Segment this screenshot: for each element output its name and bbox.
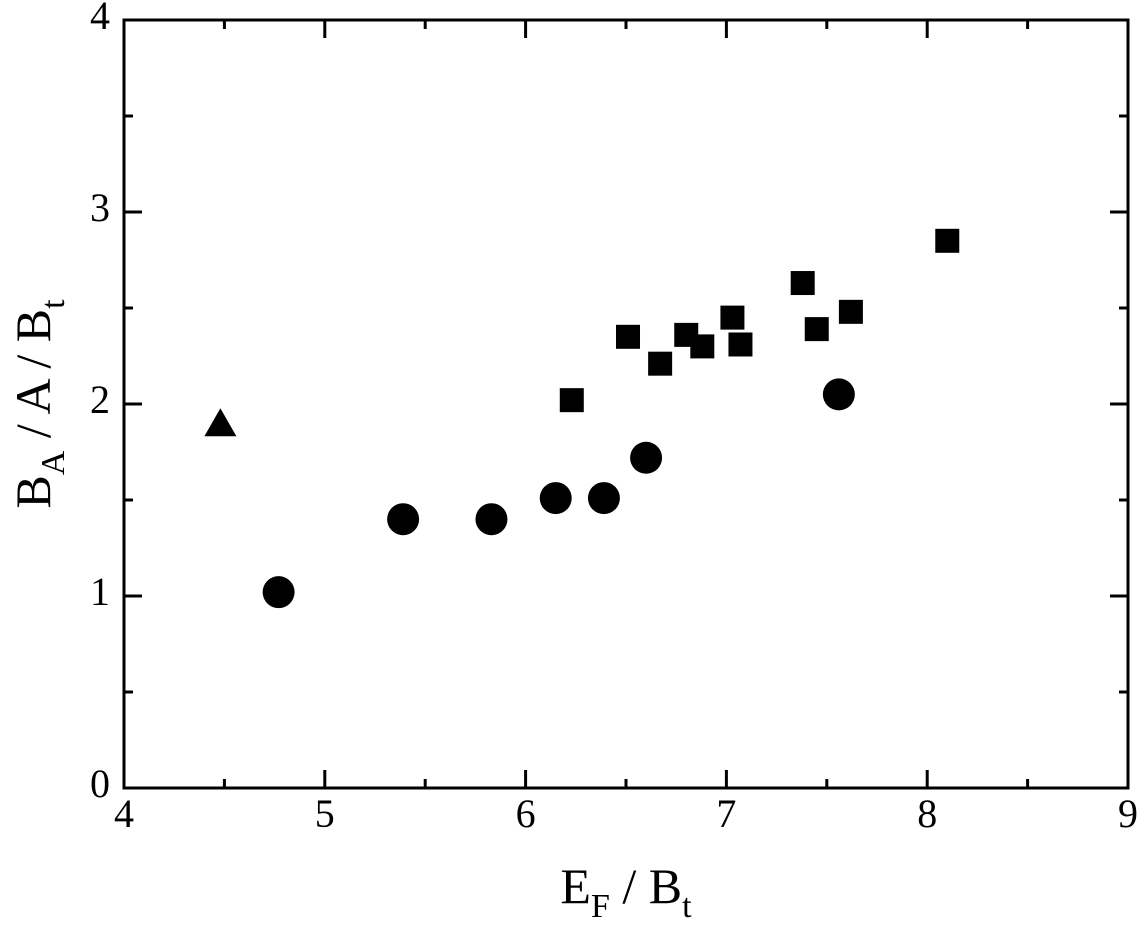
plot-frame xyxy=(122,18,1130,790)
x-tick-label: 8 xyxy=(917,791,937,836)
point xyxy=(728,332,753,357)
x-tick-label: 7 xyxy=(716,791,736,836)
y-axis-label: BA / A / Bt xyxy=(5,299,72,509)
x-label-part: / B xyxy=(610,858,682,914)
y-tick-label: 1 xyxy=(90,569,110,614)
y-label-part: B xyxy=(5,475,61,508)
point xyxy=(838,299,863,324)
point xyxy=(690,334,715,359)
point xyxy=(204,408,237,437)
point xyxy=(587,482,620,515)
x-axis-label: EF / Bt xyxy=(560,858,692,925)
point xyxy=(720,305,745,330)
x-tick-label: 5 xyxy=(315,791,335,836)
point xyxy=(790,271,815,296)
x-tick-label: 4 xyxy=(114,791,134,836)
point xyxy=(804,317,829,342)
y-tick-label: 0 xyxy=(90,761,110,806)
point xyxy=(387,503,420,536)
x-label-sub: F xyxy=(591,888,610,925)
y-label-sub: A xyxy=(35,450,72,475)
point xyxy=(616,324,641,349)
y-tick-label: 4 xyxy=(90,0,110,38)
point xyxy=(630,441,663,474)
x-label-part: E xyxy=(560,858,591,914)
point xyxy=(648,351,673,376)
x-tick-label: 9 xyxy=(1118,791,1138,836)
y-tick-label: 3 xyxy=(90,185,110,230)
point xyxy=(262,576,295,609)
point xyxy=(935,228,960,253)
y-label-sub: t xyxy=(35,299,72,309)
y-tick-label: 2 xyxy=(90,377,110,422)
point xyxy=(559,388,584,413)
point xyxy=(475,503,508,536)
y-label-part: / A / B xyxy=(5,309,61,451)
x-tick-label: 6 xyxy=(516,791,536,836)
point xyxy=(822,378,855,411)
point xyxy=(539,482,572,515)
x-label-sub: t xyxy=(682,888,692,925)
